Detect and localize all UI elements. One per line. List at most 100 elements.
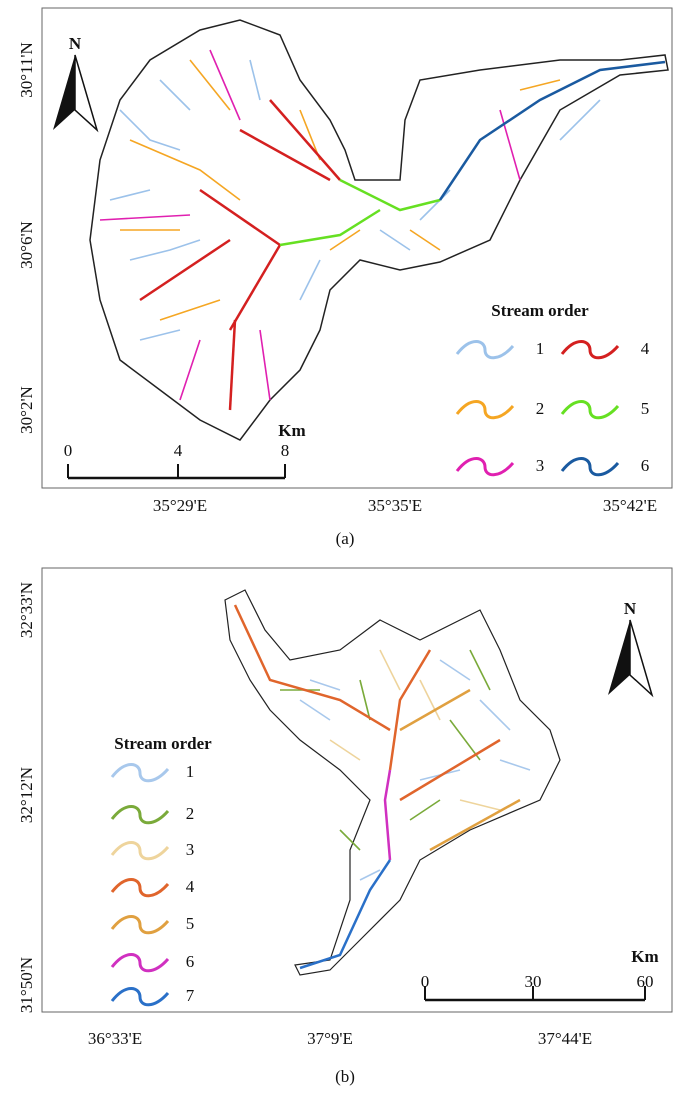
stream xyxy=(239,128,331,182)
stream xyxy=(228,244,282,331)
north-label: N xyxy=(69,34,82,53)
stream xyxy=(339,178,441,212)
stream xyxy=(359,869,381,881)
stream xyxy=(399,738,501,802)
stream xyxy=(233,604,391,732)
latitude-label: 30°6'N xyxy=(17,221,36,269)
legend-swatch xyxy=(455,340,515,360)
map-frame xyxy=(41,567,673,1013)
stream xyxy=(249,59,261,101)
stream xyxy=(359,679,371,721)
scale-label: 30 xyxy=(525,972,542,991)
map-frame xyxy=(41,7,673,489)
legend-title: Stream order xyxy=(114,734,212,753)
stream xyxy=(329,229,361,251)
stream xyxy=(438,60,666,201)
legend-swatch xyxy=(560,400,620,420)
stream xyxy=(449,719,481,761)
stream xyxy=(299,259,321,301)
stream xyxy=(399,688,471,732)
stream xyxy=(129,239,201,261)
legend-swatch xyxy=(455,457,515,477)
stream xyxy=(499,109,521,181)
stream xyxy=(499,759,531,771)
legend-label: 2 xyxy=(536,399,545,418)
longitude-label: 37°9'E xyxy=(307,1029,353,1048)
stream xyxy=(189,59,231,111)
stream xyxy=(519,79,561,91)
longitude-label: 35°29'E xyxy=(153,496,207,515)
longitude-label: 36°33'E xyxy=(88,1029,142,1048)
scale-label: 8 xyxy=(281,441,290,460)
legend-label: 3 xyxy=(536,456,545,475)
north-label: N xyxy=(624,599,637,618)
legend-label: 5 xyxy=(186,914,195,933)
legend-swatch xyxy=(110,878,170,898)
stream xyxy=(329,739,361,761)
stream xyxy=(139,329,181,341)
stream xyxy=(228,319,237,411)
scale-label: 4 xyxy=(174,441,183,460)
stream xyxy=(409,229,441,251)
north-arrow xyxy=(608,620,630,695)
caption: (a) xyxy=(336,529,355,548)
stream xyxy=(299,699,331,721)
scale-unit: Km xyxy=(631,947,658,966)
legend-label: 6 xyxy=(641,456,650,475)
north-arrow xyxy=(629,619,654,698)
longitude-label: 35°42'E xyxy=(603,496,657,515)
latitude-label: 32°33'N xyxy=(17,582,36,638)
stream xyxy=(269,99,341,181)
scale-unit: Km xyxy=(278,421,305,440)
legend-label: 2 xyxy=(186,804,195,823)
latitude-label: 32°12'N xyxy=(17,767,36,823)
basin-b xyxy=(224,589,561,976)
stream xyxy=(279,208,381,247)
legend-label: 6 xyxy=(186,952,195,971)
legend-swatch xyxy=(110,915,170,935)
legend-label: 5 xyxy=(641,399,650,418)
stream xyxy=(199,188,281,247)
scale-label: 0 xyxy=(64,441,73,460)
stream xyxy=(419,189,451,221)
legend-swatch xyxy=(110,763,170,783)
stream xyxy=(309,679,341,691)
stream xyxy=(109,189,151,201)
legend-label: 4 xyxy=(641,339,650,358)
stream xyxy=(259,329,271,401)
caption: (b) xyxy=(335,1067,355,1086)
stream xyxy=(419,679,441,721)
legend-label: 3 xyxy=(186,840,195,859)
scale-label: 0 xyxy=(421,972,430,991)
latitude-label: 30°2'N xyxy=(17,386,36,434)
legend-label: 4 xyxy=(186,877,195,896)
scale-label: 60 xyxy=(637,972,654,991)
legend-swatch xyxy=(110,953,170,973)
legend-swatch xyxy=(560,457,620,477)
stream xyxy=(299,859,392,970)
stream xyxy=(469,649,491,691)
legend-swatch xyxy=(455,400,515,420)
stream xyxy=(379,229,411,251)
stream xyxy=(379,649,401,691)
legend-label: 7 xyxy=(186,986,195,1005)
stream xyxy=(409,799,441,821)
stream xyxy=(159,299,221,321)
stream xyxy=(479,699,511,731)
stream xyxy=(159,79,191,111)
legend-title: Stream order xyxy=(491,301,589,320)
stream xyxy=(129,139,241,201)
north-arrow xyxy=(74,54,99,133)
stream xyxy=(383,769,392,861)
legend-swatch xyxy=(110,841,170,861)
latitude-label: 31°50'N xyxy=(17,957,36,1013)
legend-label: 1 xyxy=(186,762,195,781)
stream xyxy=(139,238,231,302)
longitude-label: 35°35'E xyxy=(368,496,422,515)
stream xyxy=(209,49,241,121)
stream xyxy=(119,109,181,151)
stream xyxy=(388,649,432,771)
stream xyxy=(339,829,361,851)
legend-swatch xyxy=(110,805,170,825)
